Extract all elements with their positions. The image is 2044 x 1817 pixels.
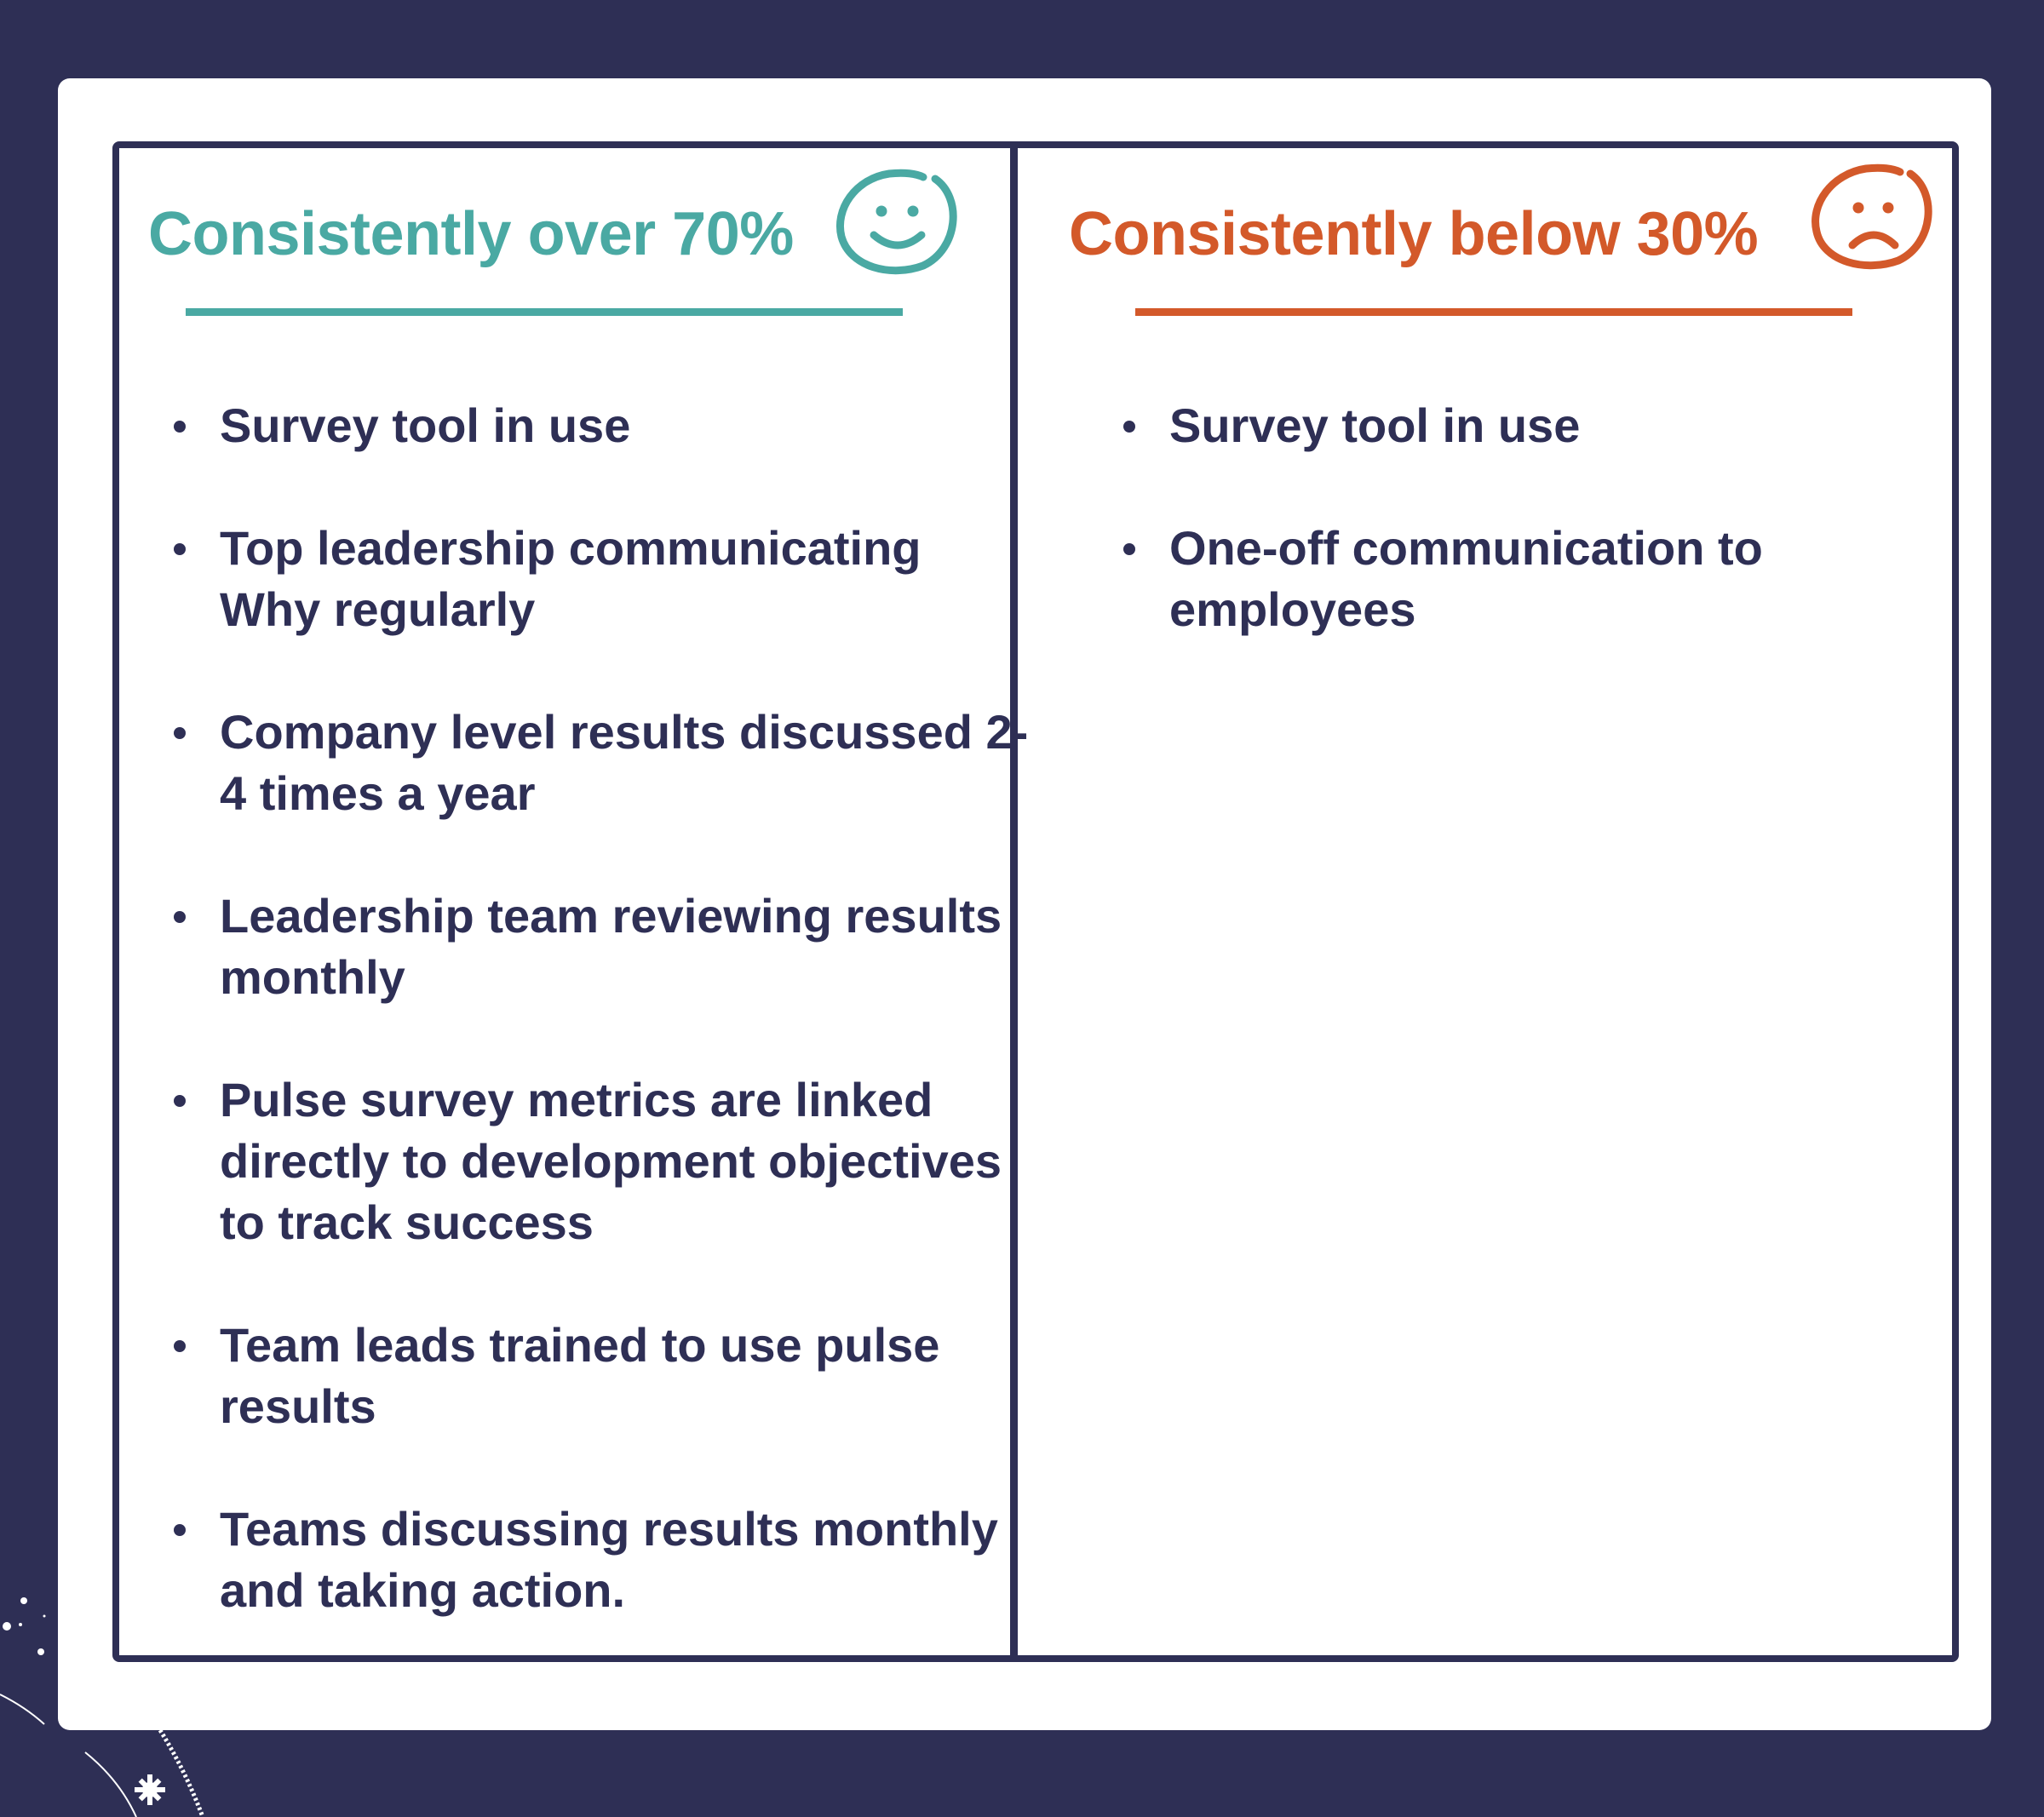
bullet-dot [174, 911, 186, 923]
list-item-text: Teams discussing results monthly and tak… [220, 1502, 998, 1617]
heading-underline-over-70 [186, 308, 903, 316]
bullet-dot [1123, 421, 1135, 433]
list-over-70: Survey tool in use Top leadership commun… [165, 395, 1034, 1682]
list-item: Team leads trained to use pulse results [165, 1315, 1034, 1437]
column-below-30: Consistently below 30% Survey tool in us… [1018, 141, 1952, 1662]
bullet-dot [174, 543, 186, 555]
bullet-dot [174, 1340, 186, 1352]
list-item: Top leadership communicating Why regular… [165, 518, 1034, 640]
bullet-dot [174, 1524, 186, 1536]
column-heading-over-70: Consistently over 70% [148, 200, 794, 268]
column-divider [1010, 141, 1018, 1662]
content-card [58, 78, 1991, 1730]
heading-underline-below-30 [1135, 308, 1852, 316]
list-item: Survey tool in use [1115, 395, 1932, 456]
list-item-text: Company level results discussed 2-4 time… [220, 705, 1029, 820]
list-item-text: Survey tool in use [220, 398, 631, 452]
list-item: One-off communication to employees [1115, 518, 1932, 640]
list-item: Teams discussing results monthly and tak… [165, 1499, 1034, 1621]
column-heading-below-30: Consistently below 30% [1069, 200, 1759, 268]
list-item-text: One-off communication to employees [1169, 521, 1763, 636]
bullet-dot [174, 421, 186, 433]
list-item-text: Pulse survey metrics are linked directly… [220, 1073, 1002, 1249]
decorative-sparkles-icon [0, 1597, 205, 1817]
bullet-dot [174, 1095, 186, 1107]
sad-face-icon [1811, 163, 1932, 270]
list-item-text: Team leads trained to use pulse results [220, 1318, 940, 1433]
list-item: Pulse survey metrics are linked directly… [165, 1069, 1034, 1253]
list-item: Company level results discussed 2-4 time… [165, 702, 1034, 824]
list-item-text: Top leadership communicating Why regular… [220, 521, 922, 636]
smiley-face-icon [836, 169, 957, 275]
column-over-70: Consistently over 70% Survey tool in use… [119, 141, 1028, 1662]
bullet-dot [174, 727, 186, 739]
bullet-dot [1123, 543, 1135, 555]
list-item: Leadership team reviewing results monthl… [165, 886, 1034, 1008]
comparison-table [112, 141, 1959, 1662]
list-below-30: Survey tool in use One-off communication… [1115, 395, 1932, 702]
list-item: Survey tool in use [165, 395, 1034, 456]
list-item-text: Survey tool in use [1169, 398, 1581, 452]
list-item-text: Leadership team reviewing results monthl… [220, 889, 1002, 1004]
